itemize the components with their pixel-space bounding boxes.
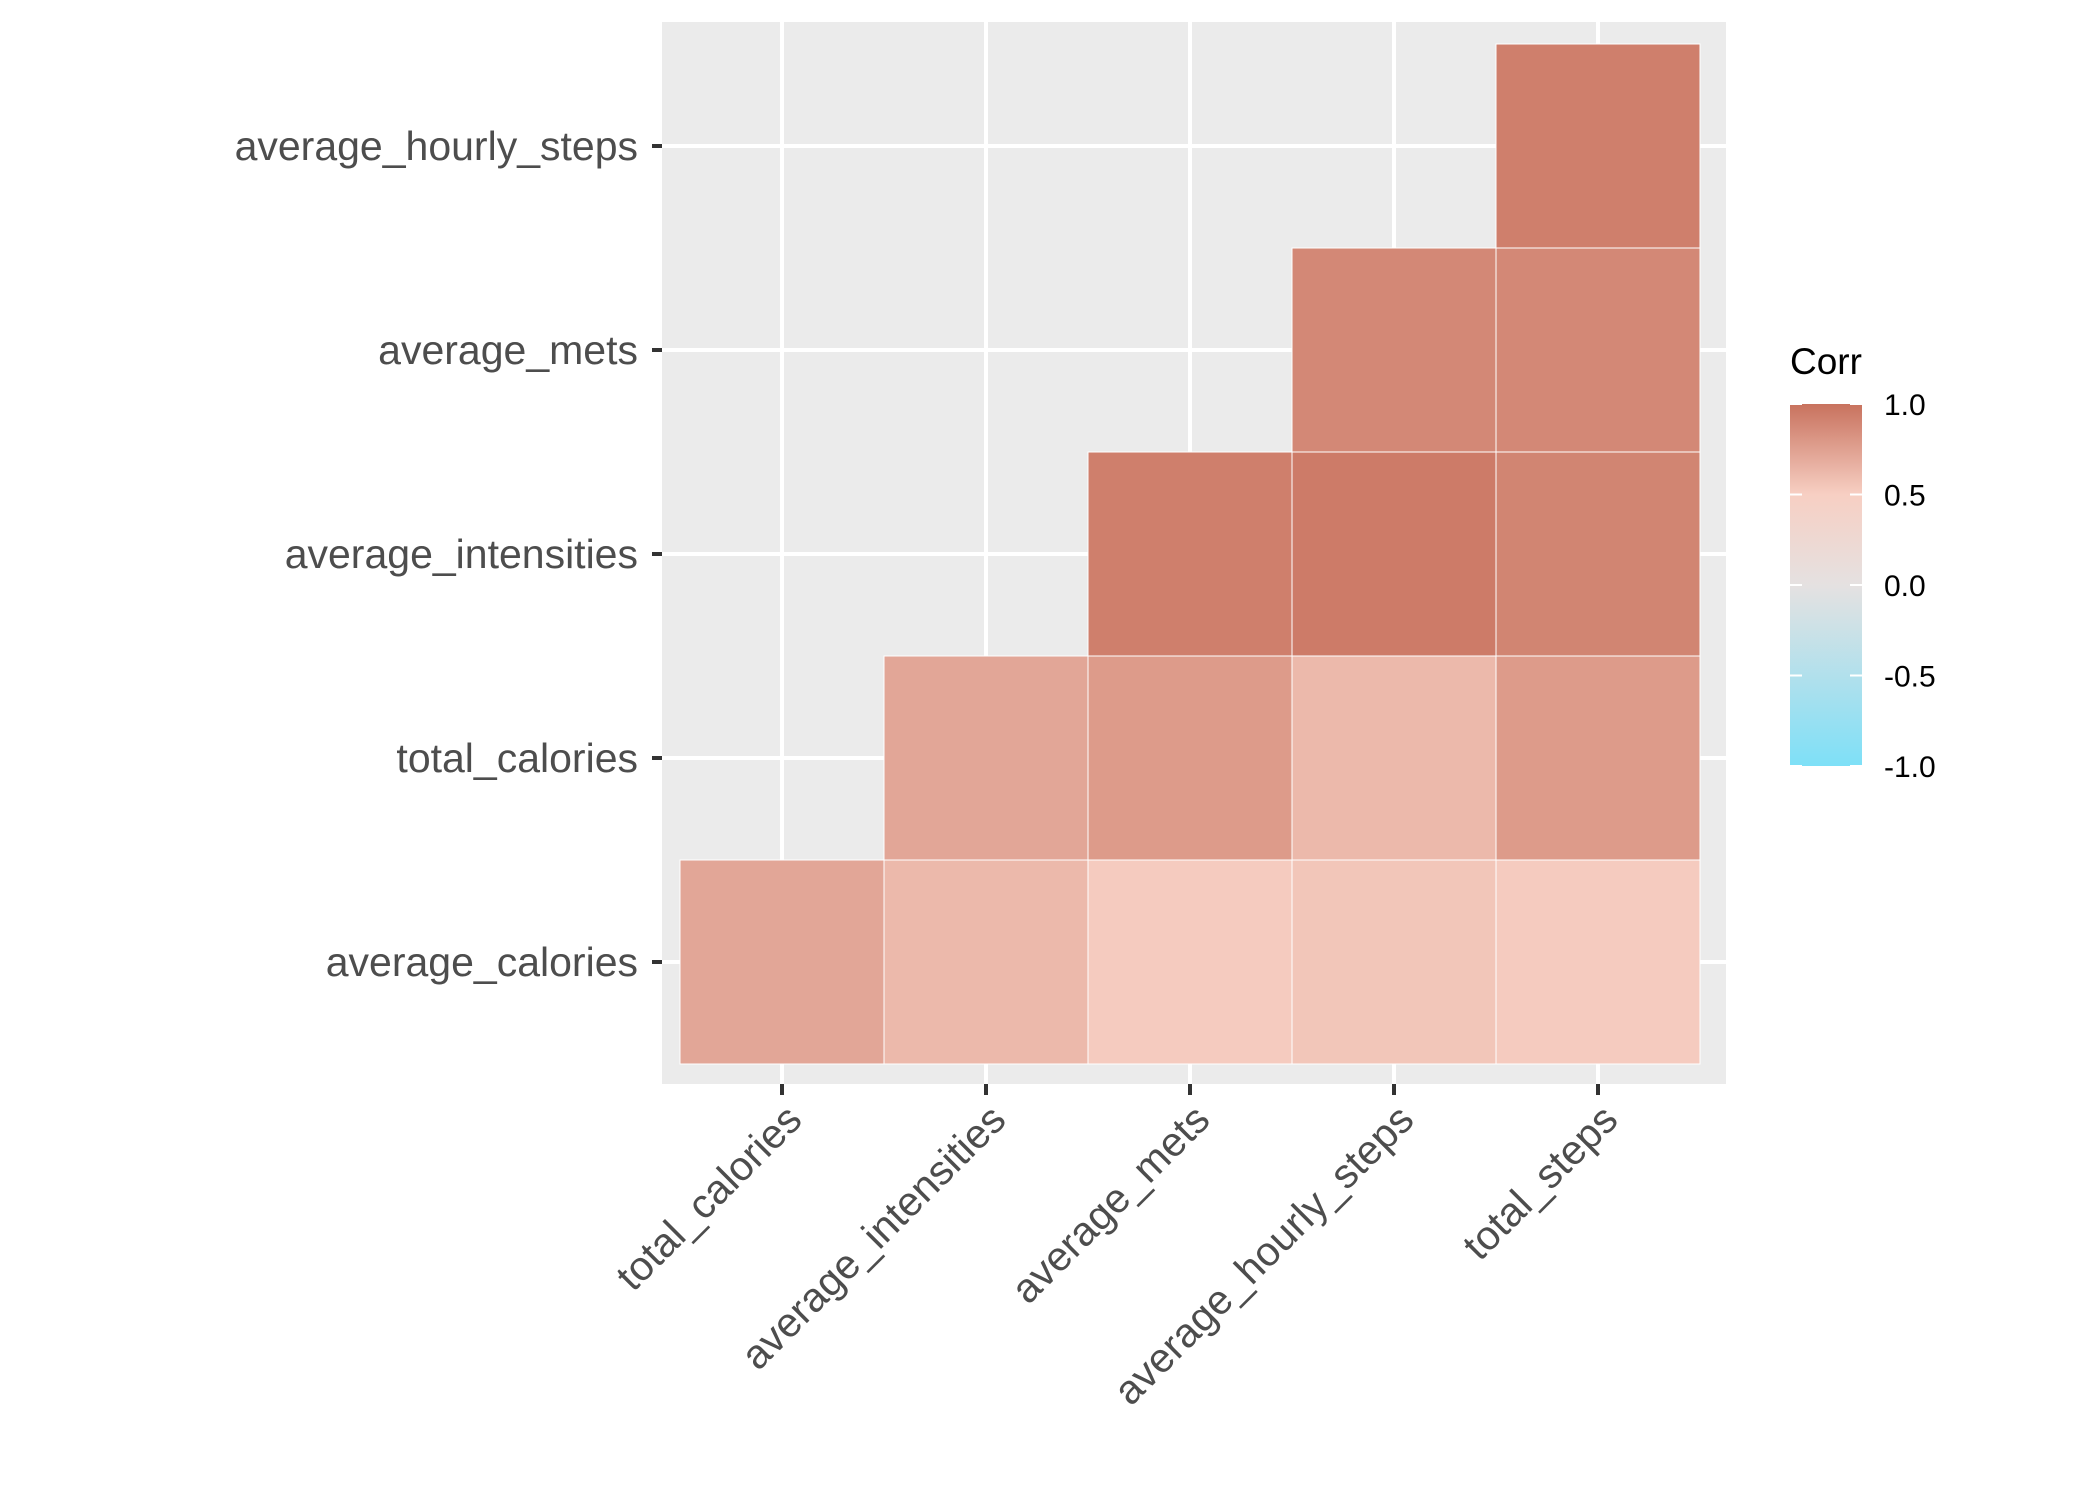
y-tick-label: average_intensities — [285, 531, 638, 577]
x-axis: total_caloriesaverage_intensitiesaverage… — [607, 1084, 1626, 1414]
heatmap-cell — [1495, 655, 1701, 861]
y-tick-label: total_calories — [396, 735, 638, 781]
y-axis: average_calories total_calories average_in… — [235, 123, 662, 985]
y-tick-label: average_mets — [378, 327, 638, 373]
legend-tick-label: -1.0 — [1884, 751, 1936, 784]
heatmap-cell — [1495, 43, 1701, 249]
legend-title: Corr — [1790, 341, 1862, 382]
heatmap-cell — [883, 655, 1089, 861]
heatmap-cell — [679, 859, 885, 1065]
heatmap-cell — [1291, 247, 1497, 453]
heatmap-cell — [1087, 655, 1293, 861]
legend: Corr 1.0 0.5 0.0 -0.5 -1.0 — [1790, 341, 1936, 784]
legend-tick-label: 1.0 — [1884, 389, 1926, 422]
y-tick-label: average_calories — [326, 939, 638, 985]
heatmap-cells — [679, 43, 1701, 1065]
heatmap-cell — [1087, 451, 1293, 657]
legend-tick-label: 0.0 — [1884, 570, 1926, 603]
heatmap-cell — [1291, 655, 1497, 861]
legend-tick-label: -0.5 — [1884, 661, 1936, 694]
legend-ticks: 1.0 0.5 0.0 -0.5 -1.0 — [1790, 389, 1936, 784]
heatmap-cell — [1495, 859, 1701, 1065]
y-tick-label: average_hourly_steps — [235, 123, 638, 169]
heatmap-cell — [1495, 247, 1701, 453]
legend-tick-label: 0.5 — [1884, 480, 1926, 513]
x-tick-label: total_calories — [607, 1096, 810, 1299]
heatmap-cell — [1291, 859, 1497, 1065]
heatmap-cell — [883, 859, 1089, 1065]
x-tick-label: total_steps — [1454, 1096, 1627, 1269]
x-tick-label: average_mets — [1002, 1096, 1218, 1312]
heatmap-cell — [1291, 451, 1497, 657]
heatmap-cell — [1495, 451, 1701, 657]
heatmap-cell — [1087, 859, 1293, 1065]
